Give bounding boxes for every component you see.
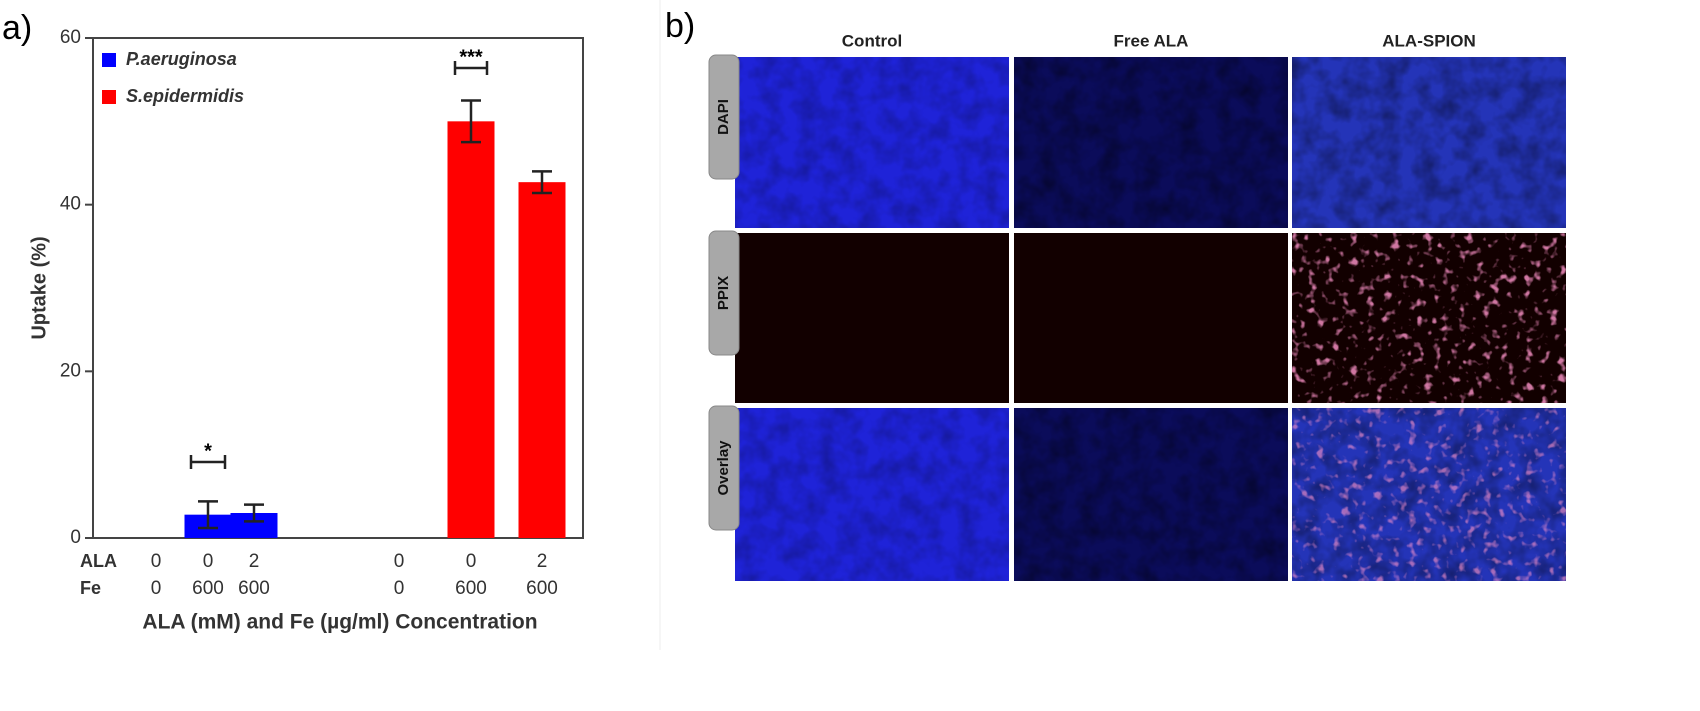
x-tick-label: 0 — [394, 578, 405, 599]
panel-label: b) — [665, 7, 695, 45]
micrograph — [735, 233, 1009, 403]
row-tab — [708, 405, 740, 531]
micrograph — [1014, 233, 1288, 403]
x-tick-label: 600 — [455, 578, 487, 599]
x-tick-label: 0 — [151, 578, 162, 599]
row-label: Overlay — [715, 440, 732, 496]
y-tick-label: 20 — [60, 360, 81, 381]
legend-swatch — [102, 53, 116, 67]
y-axis-title: Uptake (%) — [28, 236, 50, 339]
row-label: DAPI — [715, 99, 732, 135]
y-tick-label: 60 — [60, 27, 81, 48]
significance: * — [204, 440, 212, 462]
column-header: Control — [842, 31, 902, 50]
x-tick-label: 0 — [203, 551, 214, 572]
micrograph-texture — [735, 408, 1009, 581]
row-tab — [708, 54, 740, 180]
legend-label: S.epidermidis — [126, 86, 244, 106]
legend-label: P.aeruginosa — [126, 49, 237, 69]
plot-frame — [92, 37, 584, 539]
micrograph-signal — [1292, 233, 1566, 403]
x-tick-label: 0 — [151, 551, 162, 572]
x-axis-title: ALA (mM) and Fe (µg/ml) Concentration — [142, 611, 537, 634]
row-label: Fe — [80, 578, 101, 598]
x-tick-label: 2 — [537, 551, 548, 572]
column-header: Free ALA — [1114, 31, 1189, 50]
x-tick-label: 0 — [466, 551, 477, 572]
micrograph-texture — [1292, 57, 1566, 228]
x-tick-label: 0 — [394, 551, 405, 572]
x-tick-label: 600 — [192, 578, 224, 599]
x-tick-label: 600 — [238, 578, 270, 599]
row-tab — [708, 230, 740, 356]
bar — [518, 182, 566, 538]
x-tick-label: 600 — [526, 578, 558, 599]
error-bar — [198, 500, 218, 530]
micrograph-texture — [735, 57, 1009, 228]
panel-label: a) — [2, 9, 32, 47]
significance-bracket — [453, 61, 489, 75]
bar — [447, 121, 495, 538]
significance-bracket — [189, 455, 227, 469]
error-bar — [461, 99, 481, 144]
legend-swatch — [102, 90, 116, 104]
error-bar — [244, 503, 264, 523]
micrograph-signal — [1292, 408, 1566, 581]
micrograph-texture — [1014, 408, 1288, 581]
row-label: PPIX — [715, 276, 732, 310]
column-header: ALA-SPION — [1382, 31, 1476, 50]
x-tick-label: 2 — [249, 551, 260, 572]
y-tick-label: 40 — [60, 194, 81, 215]
micrograph-texture — [1014, 57, 1288, 228]
row-label: ALA — [80, 551, 117, 571]
y-tick-label: 0 — [70, 527, 81, 548]
error-bar — [532, 170, 552, 195]
significance: *** — [459, 46, 483, 68]
